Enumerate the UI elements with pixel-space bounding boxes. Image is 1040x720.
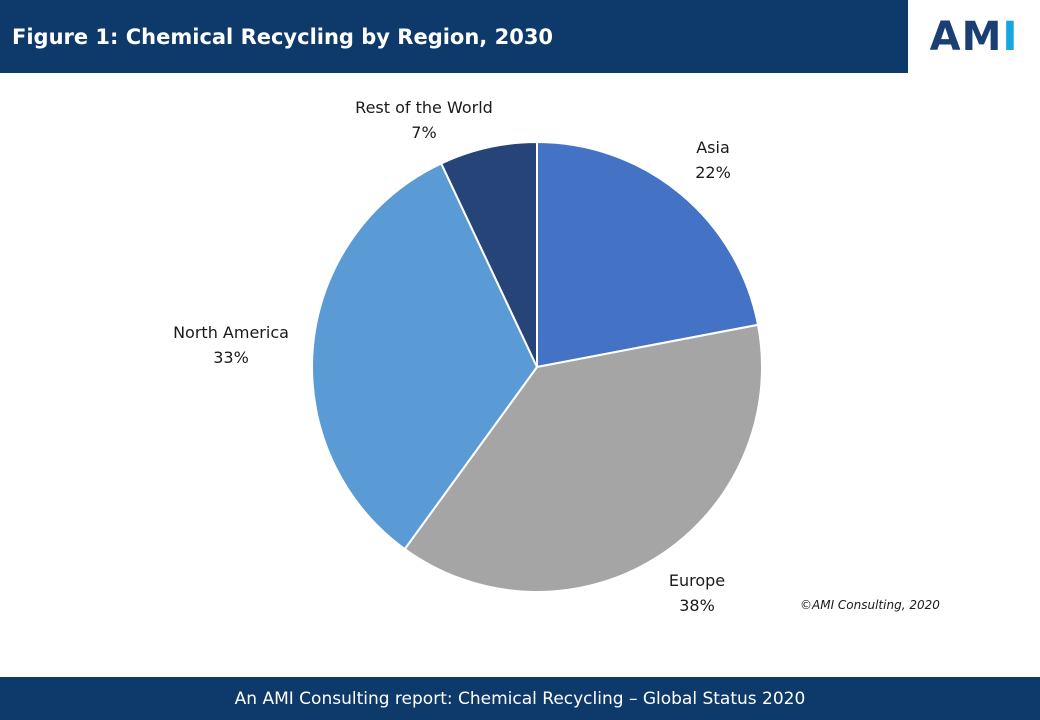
slice-label-asia: Asia 22%	[695, 135, 731, 185]
pie-slice-europe	[403, 323, 763, 593]
pie-slice-north-america	[311, 162, 539, 551]
slice-label-value: 7%	[411, 123, 437, 142]
logo-text-main: AM	[929, 13, 1003, 60]
slice-label-name: Asia	[696, 138, 730, 157]
slice-label-europe: Europe 38%	[669, 568, 725, 618]
footer-bar: An AMI Consulting report: Chemical Recyc…	[0, 677, 1040, 720]
slice-label-value: 38%	[679, 596, 715, 615]
footer-text: An AMI Consulting report: Chemical Recyc…	[234, 688, 806, 709]
slice-label-name: Rest of the World	[355, 98, 493, 117]
slice-label-name: Europe	[668, 571, 726, 590]
copyright-note: ©AMI Consulting, 2020	[800, 598, 940, 612]
slice-label-north-america: North America 33%	[173, 320, 289, 370]
logo-text-accent: I	[1002, 13, 1019, 60]
slice-label-value: 22%	[695, 163, 731, 182]
slice-label-rest-of-the-world: Rest of the World 7%	[355, 95, 493, 145]
slice-label-name: North America	[173, 323, 289, 342]
pie-slice-asia	[536, 140, 760, 369]
slice-label-value: 33%	[213, 348, 249, 367]
figure-title: Figure 1: Chemical Recycling by Region, …	[12, 24, 554, 49]
ami-logo: AM I	[908, 0, 1040, 73]
header-bar: Figure 1: Chemical Recycling by Region, …	[0, 0, 908, 73]
pie-slice-rest-of-the-world	[439, 140, 538, 368]
